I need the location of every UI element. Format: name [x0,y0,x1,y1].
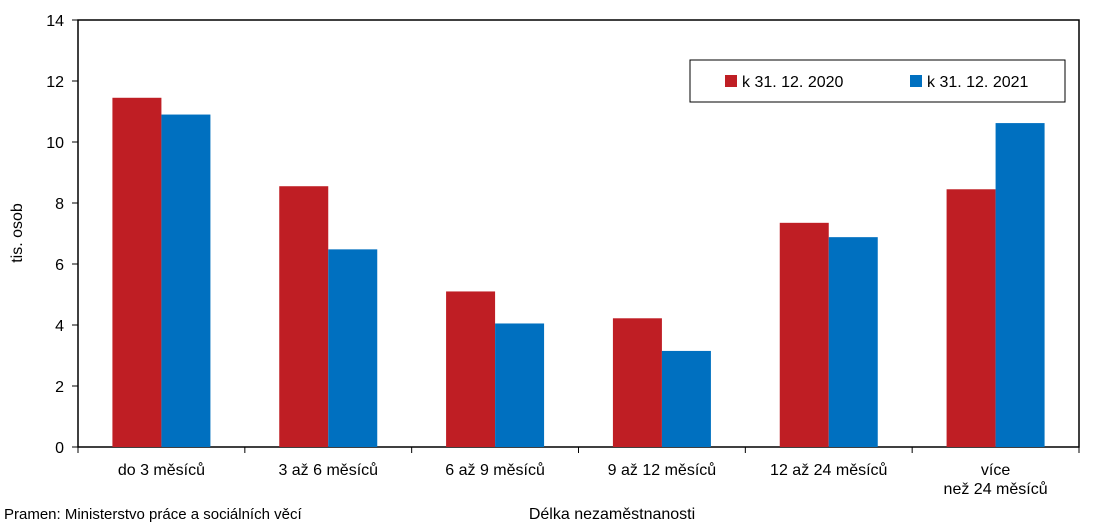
legend-swatch-2021 [910,75,922,87]
bar-2021 [661,350,711,447]
y-tick-label: 14 [46,13,64,30]
x-axis-ticks [77,447,1080,453]
y-tick-label: 10 [46,135,64,152]
x-axis-labels: do 3 měsíců 3 až 6 měsíců 6 až 9 měsíců 9 a… [118,461,1048,498]
x-tick-label: 9 až 12 měsíců [608,461,717,479]
bar-2020 [612,318,662,447]
y-axis-title: tis. osob [9,203,26,263]
bar-2021 [495,323,545,447]
legend-box [689,59,1066,103]
x-tick-label: více [981,462,1010,479]
bar-2020 [446,291,496,447]
y-tick-label: 8 [55,196,64,213]
x-axis-title: Délka nezaměstnanosti [529,506,695,519]
bar-2020 [779,222,829,447]
x-tick-label: 3 až 6 měsíců [278,461,378,479]
bars [112,97,1045,448]
bar-2021 [828,237,878,447]
y-tick-label: 12 [46,74,64,91]
legend-label-2020: k 31. 12. 2020 [742,74,844,91]
y-axis-ticks: 0 2 4 6 8 10 12 14 [46,13,78,457]
legend: k 31. 12. 2020 k 31. 12. 2021 [689,59,1066,103]
bar-2021 [161,114,211,448]
bar-2021 [995,123,1045,447]
source-note: Pramen: Ministerstvo práce a sociálních … [4,506,302,523]
x-tick-label: do 3 měsíců [118,461,205,479]
legend-label-2021: k 31. 12. 2021 [927,74,1029,91]
bar-2020 [946,189,996,447]
bar-2020 [112,97,162,448]
legend-swatch-2020 [725,75,737,87]
y-tick-label: 4 [55,318,64,335]
x-tick-label: 6 až 9 měsíců [445,461,545,479]
x-tick-label: než 24 měsíců [944,480,1048,498]
y-tick-label: 0 [55,440,64,457]
y-tick-label: 6 [55,257,64,274]
y-tick-label: 2 [55,379,64,396]
x-tick-label: 12 až 24 měsíců [770,461,887,479]
bar-2020 [279,186,329,447]
bar-2021 [328,249,378,447]
